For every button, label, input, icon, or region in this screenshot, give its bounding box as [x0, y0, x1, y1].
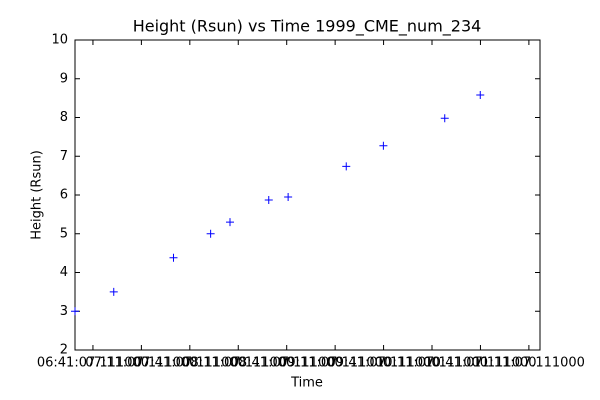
data-point [226, 218, 234, 227]
y-tick-label: 8 [60, 110, 68, 125]
x-tick-label: 07:11:07.111000 [85, 356, 197, 371]
y-tick-label: 6 [60, 188, 68, 203]
x-axis-label: Time [290, 376, 323, 391]
data-point [476, 91, 485, 100]
data-point [440, 114, 449, 123]
x-tick-label: 10:11:07.111000 [376, 356, 488, 371]
y-tick-label: 2 [60, 343, 68, 358]
y-tick-label: 4 [60, 265, 68, 280]
y-tick-label: 7 [60, 149, 68, 164]
data-point [284, 192, 293, 201]
plot-frame [74, 39, 541, 351]
x-tick-label: 07:41:07.111000 [134, 356, 246, 371]
x-tick-label: 09:41:07.111000 [327, 356, 439, 371]
x-tick-label: 10:41:07.111000 [424, 356, 536, 371]
chart-title: Height (Rsun) vs Time 1999_CME_num_234 [133, 17, 482, 37]
x-tick-label: 08:41:07.111000 [231, 356, 343, 371]
data-point [109, 287, 118, 296]
data-point [379, 141, 388, 150]
y-tick-label: 5 [60, 226, 68, 241]
data-point [169, 253, 178, 262]
data-point [71, 307, 79, 316]
data-point [342, 162, 351, 171]
y-tick-label: 10 [51, 33, 68, 48]
data-point [206, 229, 215, 238]
x-tick-label: 06:41:07.111000 [37, 356, 149, 371]
y-tick-label: 9 [60, 71, 68, 86]
data-point [264, 196, 273, 205]
x-tick-label: 09:11:07.111000 [279, 356, 391, 371]
x-tick-label: 11:11:07.111000 [473, 356, 585, 371]
x-tick-label: 08:11:07.111000 [182, 356, 294, 371]
y-axis-label: Height (Rsun) [30, 150, 45, 240]
y-tick-label: 3 [60, 304, 68, 319]
